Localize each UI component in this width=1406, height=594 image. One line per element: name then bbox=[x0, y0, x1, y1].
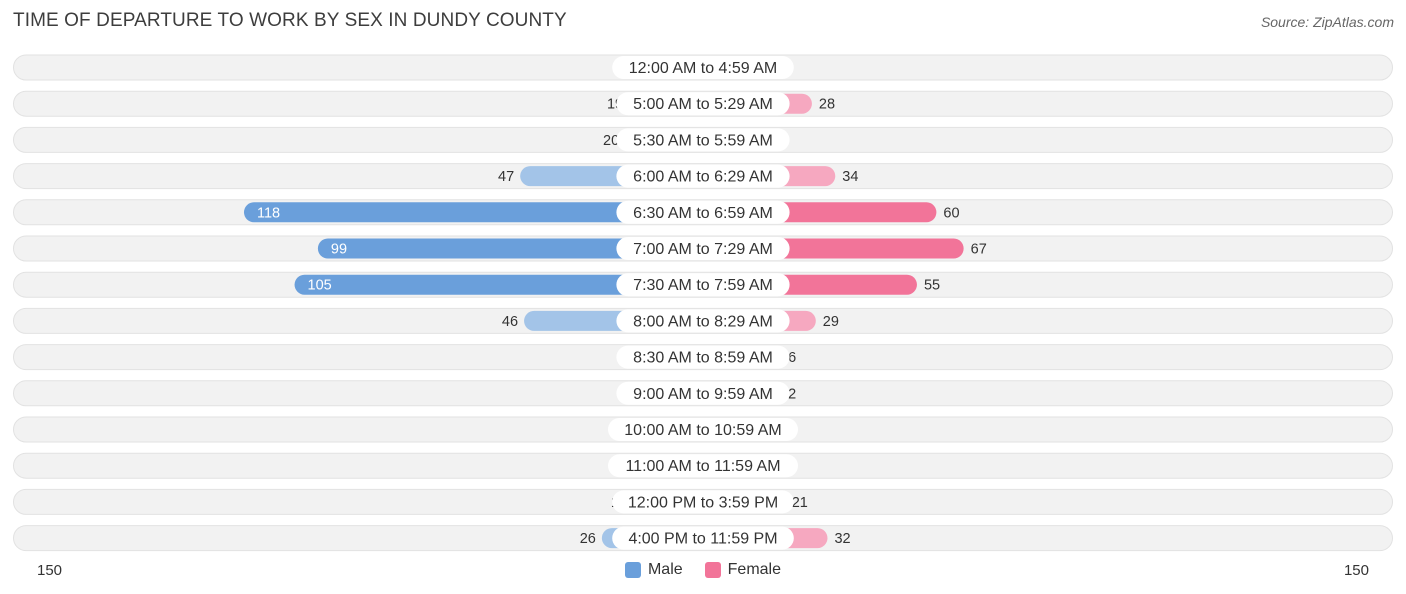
category-label: 6:30 AM to 6:59 AM bbox=[633, 205, 773, 222]
female-value-label: 55 bbox=[924, 278, 940, 294]
category-pill bbox=[612, 490, 794, 514]
female-value-label: 32 bbox=[834, 531, 850, 547]
category-pill bbox=[616, 200, 790, 224]
legend-label-male: Male bbox=[647, 561, 683, 578]
category-label: 10:00 AM to 10:59 AM bbox=[624, 422, 781, 439]
category-pill bbox=[616, 237, 790, 260]
male-bar bbox=[294, 274, 703, 295]
male-value-label: 105 bbox=[308, 278, 332, 294]
category-pill bbox=[616, 381, 790, 405]
female-value-label: 67 bbox=[971, 242, 987, 258]
category-label: 6:00 AM to 6:29 AM bbox=[633, 169, 773, 186]
male-bar bbox=[317, 238, 703, 259]
female-value-label: 60 bbox=[943, 205, 959, 221]
category-pill bbox=[612, 56, 794, 79]
male-value-label: 26 bbox=[580, 531, 596, 547]
axis-left-label: 150 bbox=[37, 562, 63, 579]
category-label: 4:00 PM to 11:59 PM bbox=[628, 531, 777, 548]
male-value-label: 20 bbox=[603, 133, 619, 149]
category-pill bbox=[612, 526, 794, 550]
source-note: Source: ZipAtlas.com bbox=[1260, 14, 1394, 30]
category-label: 11:00 AM to 11:59 AM bbox=[625, 458, 780, 475]
category-label: 7:30 AM to 7:59 AM bbox=[633, 277, 773, 294]
male-value-label: 118 bbox=[257, 205, 280, 221]
legend-item-male: Male bbox=[624, 561, 683, 579]
category-label: 8:00 AM to 8:29 AM bbox=[633, 313, 773, 330]
category-label: 7:00 AM to 7:29 AM bbox=[633, 241, 773, 258]
category-pill bbox=[608, 454, 798, 478]
category-pill bbox=[616, 309, 790, 333]
category-pill bbox=[616, 345, 790, 369]
male-value-label: 46 bbox=[502, 314, 518, 330]
male-value-label: 99 bbox=[331, 242, 347, 258]
category-label: 8:30 AM to 8:59 AM bbox=[633, 350, 773, 367]
female-value-label: 29 bbox=[823, 314, 839, 330]
category-pill bbox=[616, 273, 790, 297]
category-label: 5:30 AM to 5:59 AM bbox=[633, 132, 773, 149]
category-pill bbox=[616, 164, 790, 188]
female-value-label: 34 bbox=[842, 169, 858, 185]
category-pill bbox=[608, 418, 798, 441]
legend: Male Female bbox=[0, 561, 1406, 579]
category-label: 12:00 PM to 3:59 PM bbox=[628, 494, 778, 511]
axis-right-label: 150 bbox=[1343, 562, 1369, 579]
category-pill bbox=[616, 92, 790, 116]
male-value-label: 47 bbox=[498, 169, 514, 185]
category-label: 12:00 AM to 4:59 AM bbox=[629, 60, 778, 77]
legend-swatch-female bbox=[704, 562, 721, 578]
category-pill bbox=[616, 128, 790, 152]
category-label: 5:00 AM to 5:29 AM bbox=[633, 96, 773, 113]
female-value-label: 28 bbox=[819, 97, 835, 113]
category-label: 9:00 AM to 9:59 AM bbox=[633, 386, 773, 403]
chart-title: TIME OF DEPARTURE TO WORK BY SEX IN DUND… bbox=[13, 10, 567, 31]
male-bar bbox=[243, 202, 704, 223]
legend-item-female: Female bbox=[704, 561, 782, 579]
female-value-label: 21 bbox=[792, 495, 808, 511]
legend-swatch-male bbox=[624, 562, 641, 578]
legend-label-female: Female bbox=[727, 561, 782, 578]
